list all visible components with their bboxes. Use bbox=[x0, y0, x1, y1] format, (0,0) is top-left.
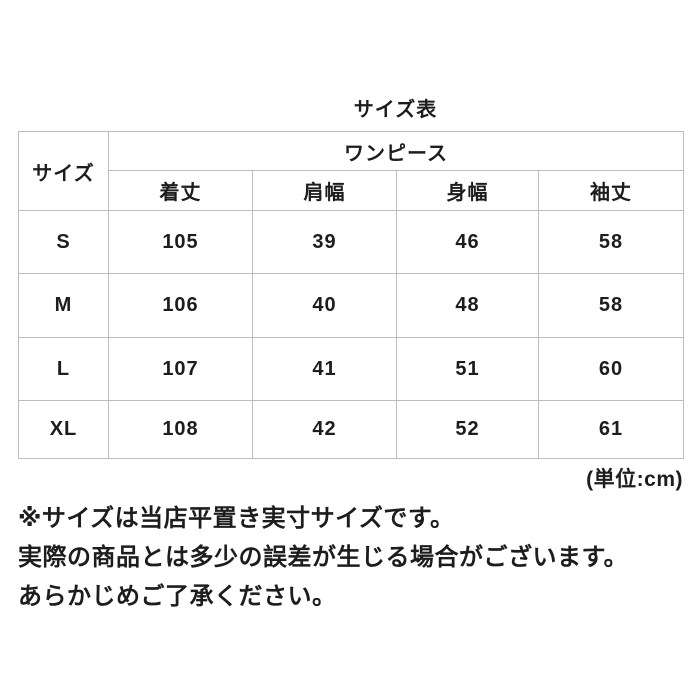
measurement-cell: 107 bbox=[108, 337, 253, 401]
group-header-onepiece: ワンピース bbox=[108, 131, 684, 171]
measurement-cell: 52 bbox=[396, 400, 539, 459]
note-line: あらかじめご了承ください。 bbox=[18, 583, 337, 610]
measurement-cell: 41 bbox=[252, 337, 397, 401]
measurement-cell: 58 bbox=[538, 210, 684, 274]
corner-header-size: サイズ bbox=[18, 131, 109, 211]
measurement-cell: 108 bbox=[108, 400, 253, 459]
measurement-cell: 60 bbox=[538, 337, 684, 401]
measurement-cell: 51 bbox=[396, 337, 539, 401]
measurement-cell: 42 bbox=[252, 400, 397, 459]
table-row: XL 108 42 52 61 bbox=[18, 400, 684, 459]
size-label-cell: M bbox=[18, 273, 109, 338]
table-row: S 105 39 46 58 bbox=[18, 210, 684, 274]
measurement-cell: 39 bbox=[252, 210, 397, 274]
measurement-cell: 48 bbox=[396, 273, 539, 338]
table-header-row-measurements: 着丈 肩幅 身幅 袖丈 bbox=[19, 170, 684, 211]
size-label-cell: L bbox=[18, 337, 109, 401]
table-row: L 107 41 51 60 bbox=[18, 337, 684, 401]
measurement-cell: 105 bbox=[108, 210, 253, 274]
unit-note: (単位:cm) bbox=[586, 468, 683, 491]
size-table: サイズ ワンピース 着丈 肩幅 身幅 袖丈 S 105 39 46 58 M 1… bbox=[18, 131, 684, 459]
size-label-cell: S bbox=[18, 210, 109, 274]
size-label-cell: XL bbox=[18, 400, 109, 459]
measurement-cell: 40 bbox=[252, 273, 397, 338]
size-disclaimer-notes: ※サイズは当店平置き実寸サイズです。 実際の商品とは多少の誤差が生じる場合がござ… bbox=[18, 499, 683, 616]
col-header-body-width: 身幅 bbox=[396, 170, 539, 211]
measurement-cell: 46 bbox=[396, 210, 539, 274]
table-row: M 106 40 48 58 bbox=[18, 273, 684, 338]
col-header-shoulder-width: 肩幅 bbox=[252, 170, 397, 211]
note-line: ※サイズは当店平置き実寸サイズです。 bbox=[18, 505, 455, 532]
measurement-cell: 61 bbox=[538, 400, 684, 459]
col-header-sleeve-length: 袖丈 bbox=[538, 170, 684, 211]
page-title: サイズ表 bbox=[353, 99, 438, 121]
col-header-length: 着丈 bbox=[108, 170, 253, 211]
measurement-cell: 58 bbox=[538, 273, 684, 338]
note-line: 実際の商品とは多少の誤差が生じる場合がございます。 bbox=[18, 544, 629, 571]
measurement-cell: 106 bbox=[108, 273, 253, 338]
table-header-row-group: サイズ ワンピース bbox=[18, 131, 684, 211]
